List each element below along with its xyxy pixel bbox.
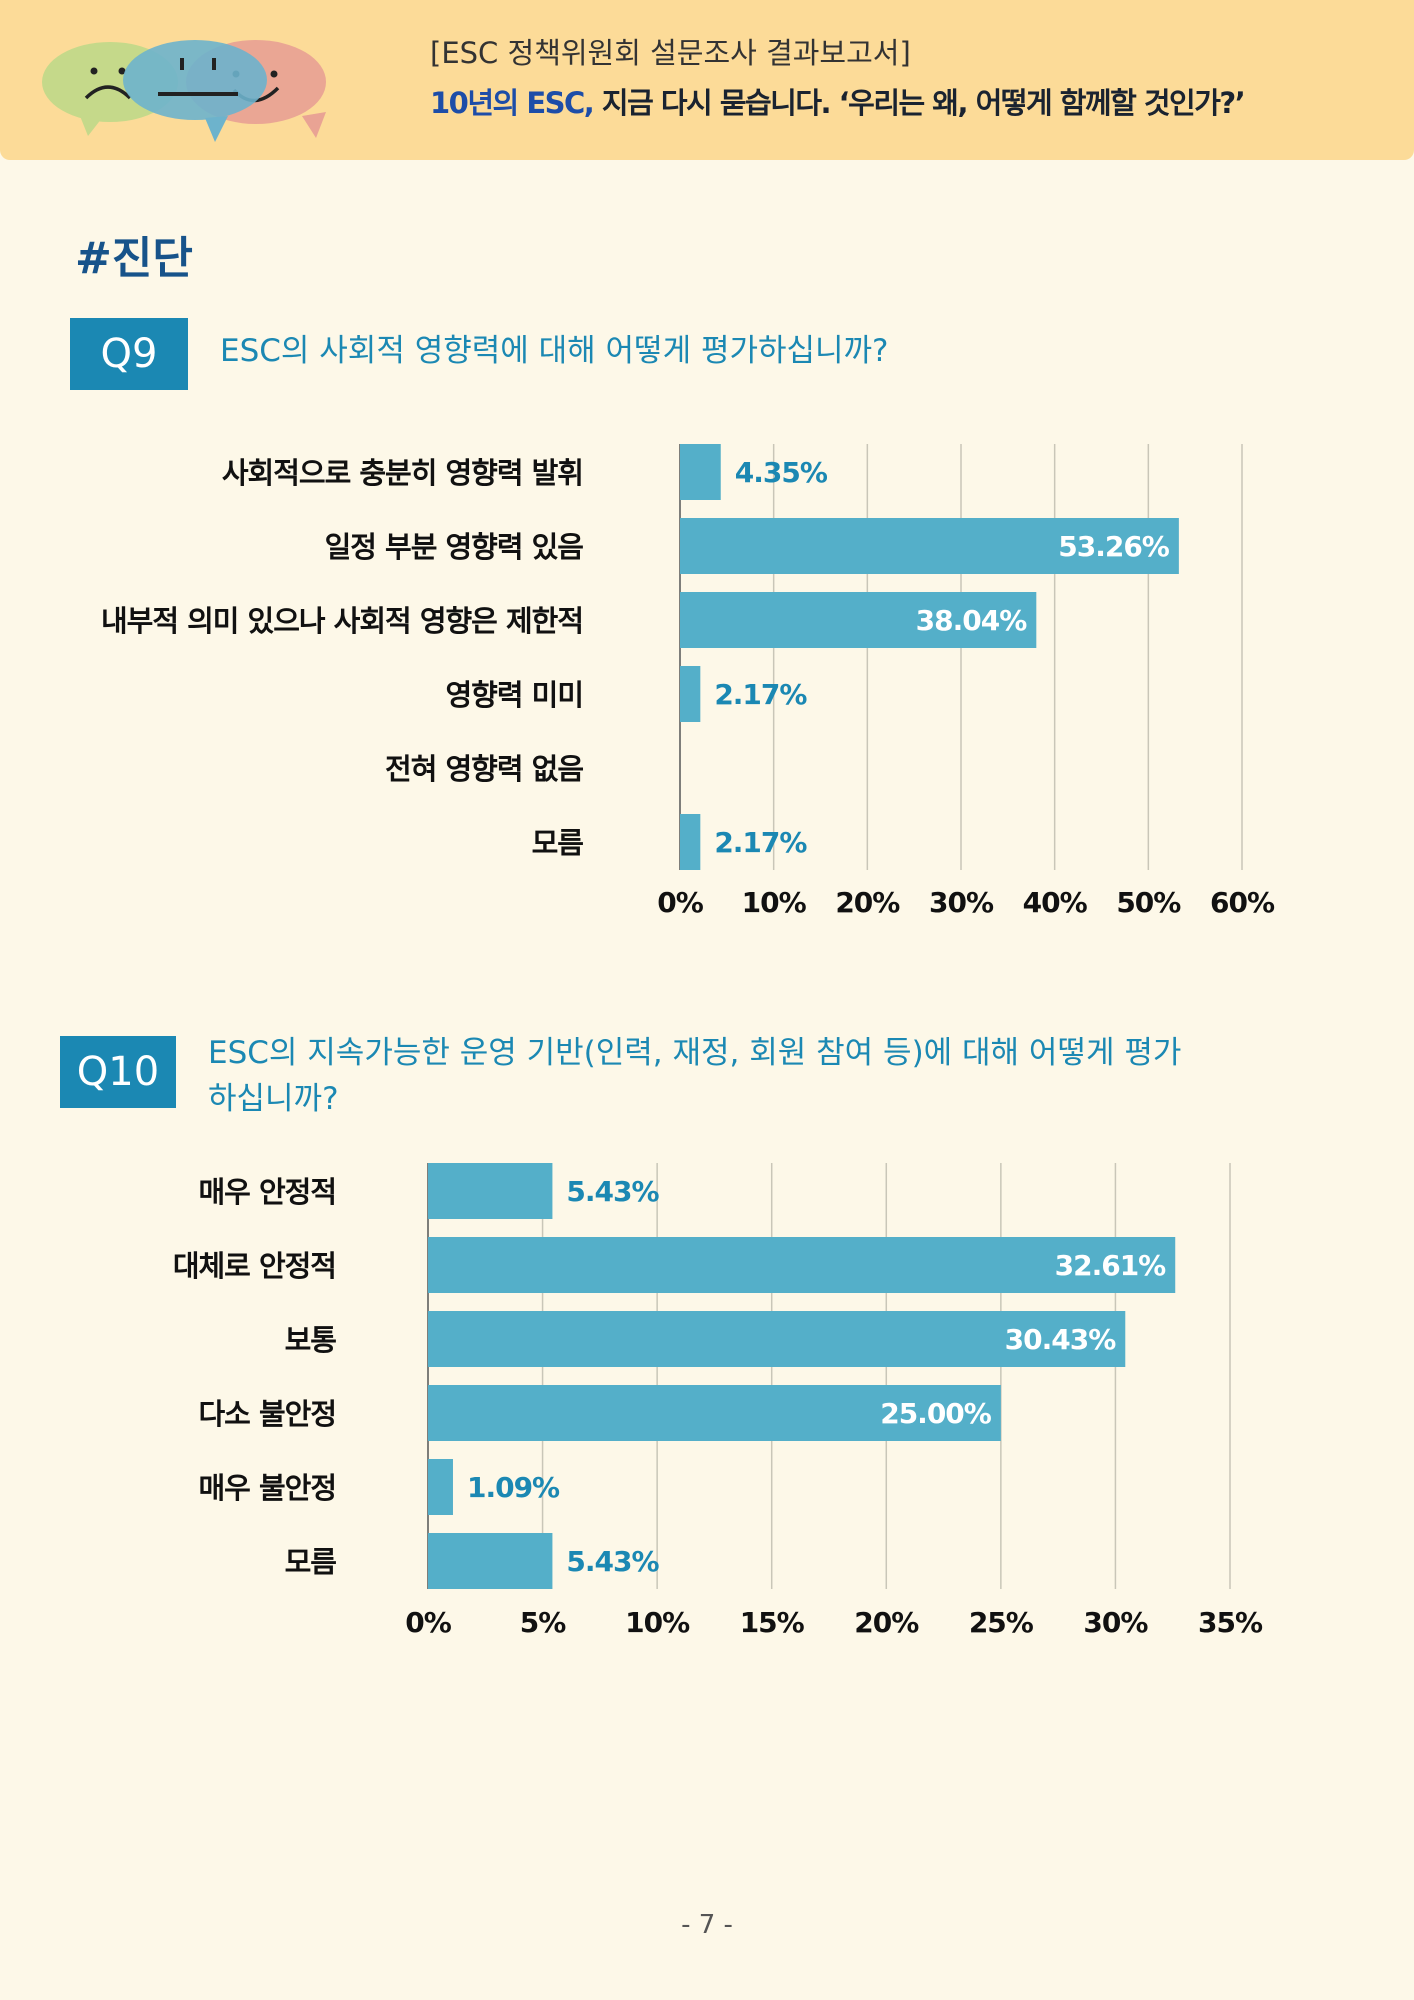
q10-bar [428,1459,453,1515]
q9-data-label: 38.04% [916,604,1028,637]
q9-bar [680,592,1037,648]
q9-bar [680,518,1179,574]
page-number: - 7 - [681,1910,733,1940]
q10-category-label: 매우 불안정 [199,1471,337,1505]
q9-data-label: 53.26% [1058,530,1170,563]
q10-tick-label: 15% [740,1606,805,1639]
q10-tick-label: 20% [854,1606,919,1639]
q10-tick-label: 35% [1198,1606,1263,1639]
q10-data-label: 32.61% [1055,1249,1167,1282]
q9-category-label: 내부적 의미 있으나 사회적 영향은 제한적 [101,604,583,638]
q10-question-line1: ESC의 지속가능한 운영 기반(인력, 재정, 회원 참여 등)에 대해 어떻… [208,1035,1182,1071]
q10-data-label: 30.43% [1005,1323,1117,1356]
q9-category-label: 사회적으로 충분히 영향력 발휘 [222,456,583,490]
q9-bar-chart: 0% 10% 20% 30% 40% 50% 60% 사회적으로 충분히 영향력 발휘 4.35… [101,444,1276,919]
q10-bar-chart: 0% 5% 10% 15% 20% 25% 30% 35% 매우 안정적 5.43% 대체로 안정적… [173,1163,1264,1639]
q10-category-label: 다소 불안정 [199,1397,337,1431]
q9-data-label: 2.17% [714,826,807,859]
q10-tick-label: 30% [1083,1606,1148,1639]
report-title-rest: 지금 다시 묻습니다. ‘우리는 왜, 어떻게 함께할 것인가?’ [593,86,1246,120]
q10-category-label: 보통 [285,1323,337,1357]
q10-category-label: 대체로 안정적 [173,1249,336,1283]
q9-bar [680,444,721,500]
q10-data-label: 5.43% [566,1175,659,1208]
q10-data-label: 1.09% [467,1471,560,1504]
header-band: [ESC 정책위원회 설문조사 결과보고서] 10년의 ESC, 지금 다시 묻… [0,0,1414,160]
q9-bar [680,666,701,722]
q10-category-label: 매우 안정적 [199,1175,337,1209]
q10-tick-label: 5% [520,1606,566,1639]
q10-bar [428,1385,1001,1441]
q9-question: ESC의 사회적 영향력에 대해 어떻게 평가하십니까? [220,333,889,369]
q9-category-label: 일정 부분 영향력 있음 [325,530,584,564]
q9-category-label: 전혀 영향력 없음 [385,752,583,786]
q9-tick-label: 30% [929,886,994,919]
q9-tick-label: 20% [835,886,900,919]
q9-tick-label: 60% [1210,886,1275,919]
q10-tick-label: 0% [405,1606,451,1639]
faces-illustration [42,40,326,142]
q9-tick-label: 50% [1116,886,1181,919]
q10-bar [428,1163,553,1219]
q10-bar [428,1533,553,1589]
q10-category-label: 모름 [285,1545,337,1579]
q10-tick-label: 10% [625,1606,690,1639]
q10-data-label: 25.00% [880,1397,992,1430]
q9-category-label: 모름 [532,826,584,860]
q9-tick-label: 40% [1023,886,1088,919]
section-tag: #진단 [75,233,193,284]
q9-tick-label: 0% [657,886,703,919]
happy-face-icon [123,40,267,142]
q10-bar [428,1237,1176,1293]
q10-bar [428,1311,1126,1367]
q9-data-label: 4.35% [735,456,828,489]
q9-bar [680,814,701,870]
q10-badge: Q10 [60,1036,176,1108]
q9-badge: Q9 [70,318,188,390]
report-title-highlight: 10년의 ESC, [430,86,595,120]
q10-data-label: 5.43% [566,1545,659,1578]
q9-data-label: 2.17% [714,678,807,711]
report-subtitle: [ESC 정책위원회 설문조사 결과보고서] [430,36,911,70]
q9-category-label: 영향력 미미 [446,678,584,712]
q10-question: ESC의 지속가능한 운영 기반(인력, 재정, 회원 참여 등)에 대해 어떻… [208,1030,1181,1122]
report-title: 10년의 ESC, 지금 다시 묻습니다. ‘우리는 왜, 어떻게 함께할 것인… [430,80,1246,122]
q9-tick-label: 10% [742,886,807,919]
q10-question-line2: 하십니까? [208,1081,339,1117]
q10-tick-label: 25% [969,1606,1034,1639]
